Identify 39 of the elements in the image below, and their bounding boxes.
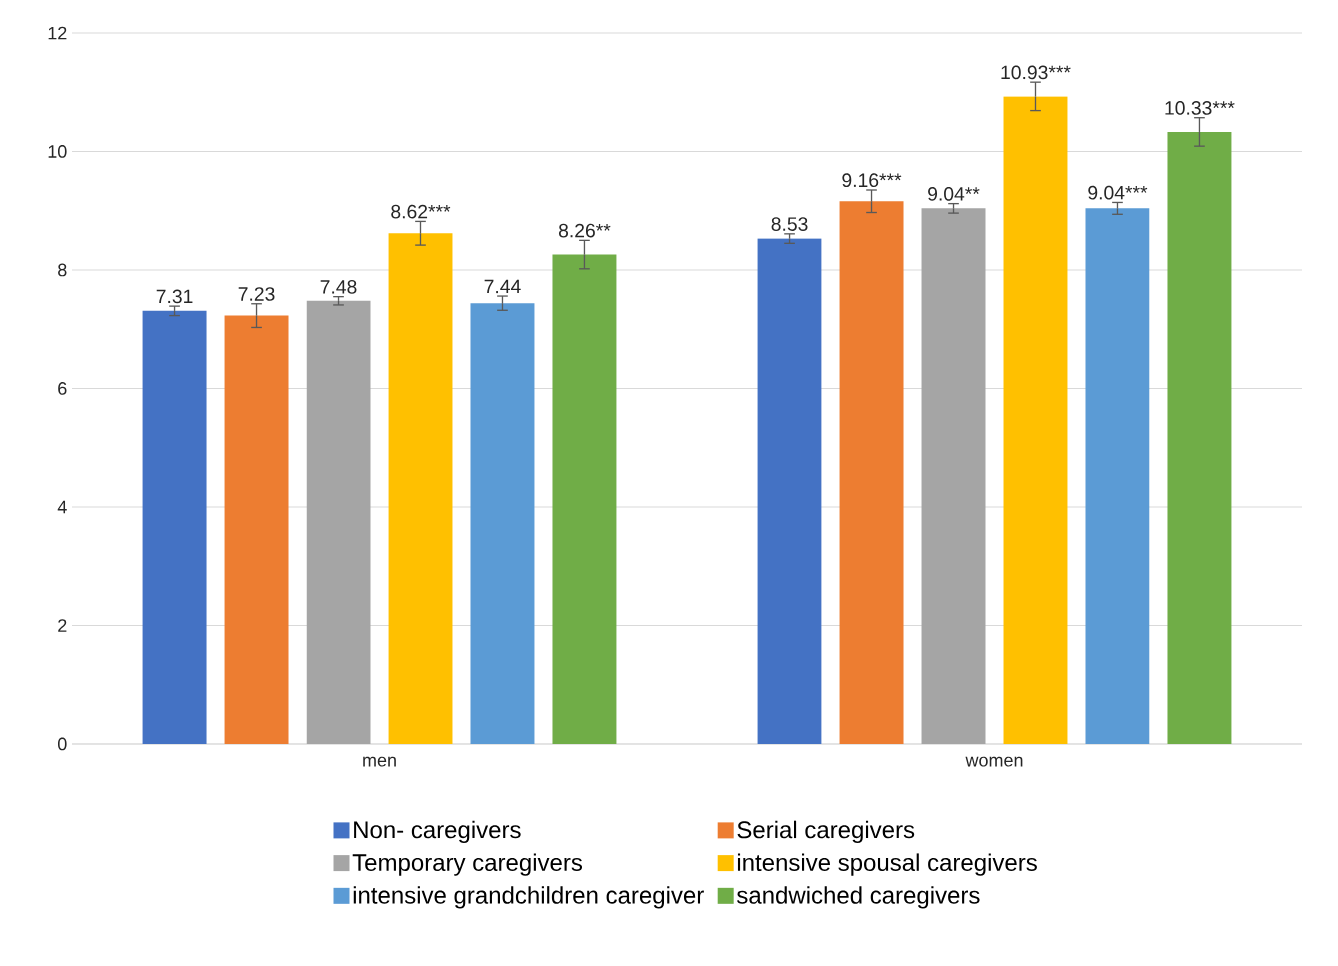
data-label: 9.04**: [928, 187, 980, 201]
x-tick-label: women: [965, 756, 1023, 767]
bar: [552, 254, 617, 744]
y-tick-label: 8: [58, 263, 67, 277]
bar: [921, 208, 986, 744]
bar: [388, 233, 453, 744]
y-tick-label: 12: [48, 26, 67, 40]
legend-label: Temporary caregivers: [352, 853, 583, 876]
bar: [1003, 96, 1068, 744]
data-label: 7.48: [320, 280, 357, 294]
bar: [470, 303, 535, 744]
bar: [757, 238, 822, 744]
data-label: 10.93***: [1001, 65, 1071, 80]
y-tick-label: 0: [58, 737, 67, 751]
bar: [839, 201, 904, 744]
data-label: 7.44: [484, 279, 521, 294]
data-label: 7.31: [156, 289, 193, 304]
data-label: 9.16***: [842, 173, 902, 188]
legend-label: Non- caregivers: [354, 820, 521, 844]
y-tick-label: 10: [48, 145, 67, 158]
bar: [224, 315, 289, 744]
data-label: 10.33***: [1165, 101, 1235, 115]
legend-label: sandwiched caregivers: [737, 886, 980, 909]
data-label: 8.26**: [558, 223, 611, 238]
bar: [306, 300, 371, 744]
bar: [1085, 208, 1150, 744]
bar: [1167, 131, 1232, 744]
data-label: 8.62***: [391, 204, 451, 219]
data-label: 9.04***: [1088, 185, 1148, 200]
data-label: 7.23: [238, 287, 275, 301]
legend-label: intensive spousal caregivers: [737, 853, 1037, 876]
y-tick-label: 2: [58, 619, 67, 632]
legend-label: intensive grandchildren caregiver: [353, 886, 704, 909]
y-tick-label: 6: [58, 382, 67, 395]
y-tick-label: 4: [57, 500, 67, 514]
legend-label: Serial caregivers: [737, 820, 915, 844]
x-tick-label: men: [363, 756, 396, 767]
bar: [142, 310, 207, 744]
data-label: 8.53: [771, 217, 808, 231]
